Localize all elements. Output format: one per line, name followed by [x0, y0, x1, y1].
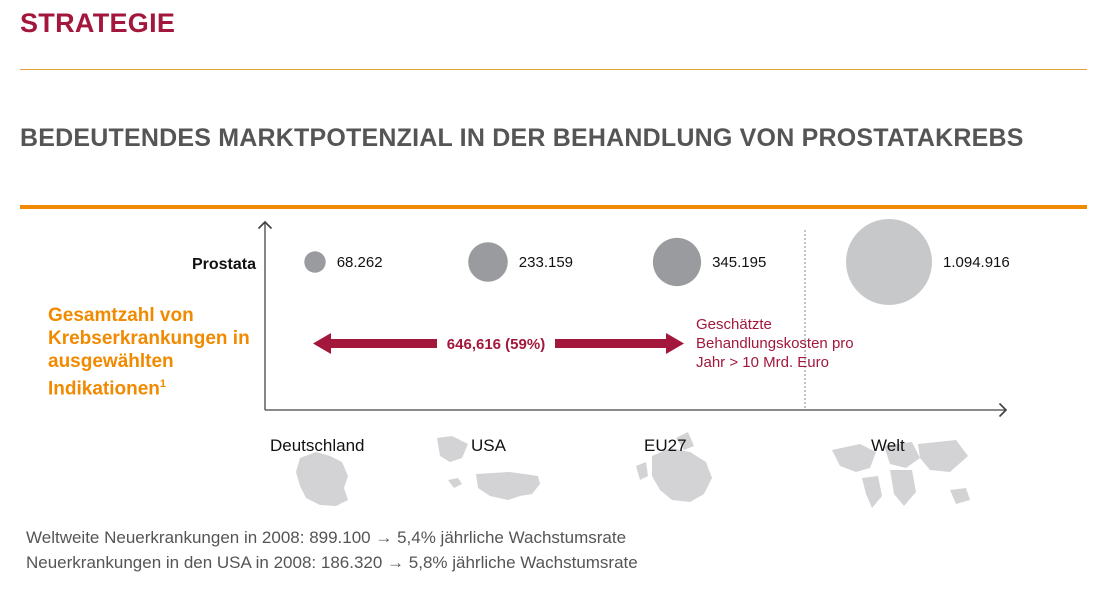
x-label-usa: USA: [471, 436, 506, 455]
section-title: STRATEGIE: [20, 8, 176, 38]
y-axis-label: Gesamtzahl von Krebserkrankungen in ausg…: [48, 304, 253, 400]
value-label-welt: 1.094.916: [943, 254, 1010, 271]
bubble-usa: [468, 242, 508, 282]
cost-annotation: Geschätzte Behandlungskosten pro Jahr > …: [696, 316, 854, 371]
annotation-line-3: Jahr > 10 Mrd. Euro: [696, 354, 829, 371]
footnote-marker: 1: [159, 378, 167, 390]
row-label: Prostata: [192, 256, 256, 273]
slide-title: BEDEUTENDES MARKTPOTENZIAL IN DER BEHAND…: [20, 124, 1024, 152]
annotation-line-1: Geschätzte: [696, 316, 772, 333]
footer-line-1: Weltweite Neuerkrankungen in 2008: 899.1…: [26, 528, 627, 547]
x-label-deutschland: Deutschland: [270, 436, 365, 455]
bubble-eu27: [652, 237, 702, 287]
map-eu27-icon: [636, 432, 712, 502]
x-label-eu27: EU27: [644, 436, 687, 455]
map-usa-icon: [437, 436, 540, 500]
map-deutschland-icon: [296, 452, 348, 506]
map-welt-icon: [832, 440, 970, 508]
bubble-deutschland: [304, 251, 326, 273]
chart-top-rule: [20, 205, 1087, 209]
x-label-welt: Welt: [871, 436, 905, 455]
title-divider: [20, 69, 1087, 70]
share-arrow: 646,616 (59%): [313, 333, 684, 354]
footer-line-2: Neuerkrankungen in den USA in 2008: 186.…: [26, 553, 638, 572]
value-label-usa: 233.159: [519, 254, 573, 271]
annotation-line-2: Behandlungskosten pro: [696, 335, 854, 352]
value-label-deutschland: 68.262: [337, 254, 383, 271]
bubble-welt: [846, 219, 932, 305]
value-label-eu27: 345.195: [712, 254, 766, 271]
arrow-label: 646,616 (59%): [447, 336, 545, 353]
y-axis-label-text: Gesamtzahl von Krebserkrankungen in ausg…: [48, 305, 250, 400]
